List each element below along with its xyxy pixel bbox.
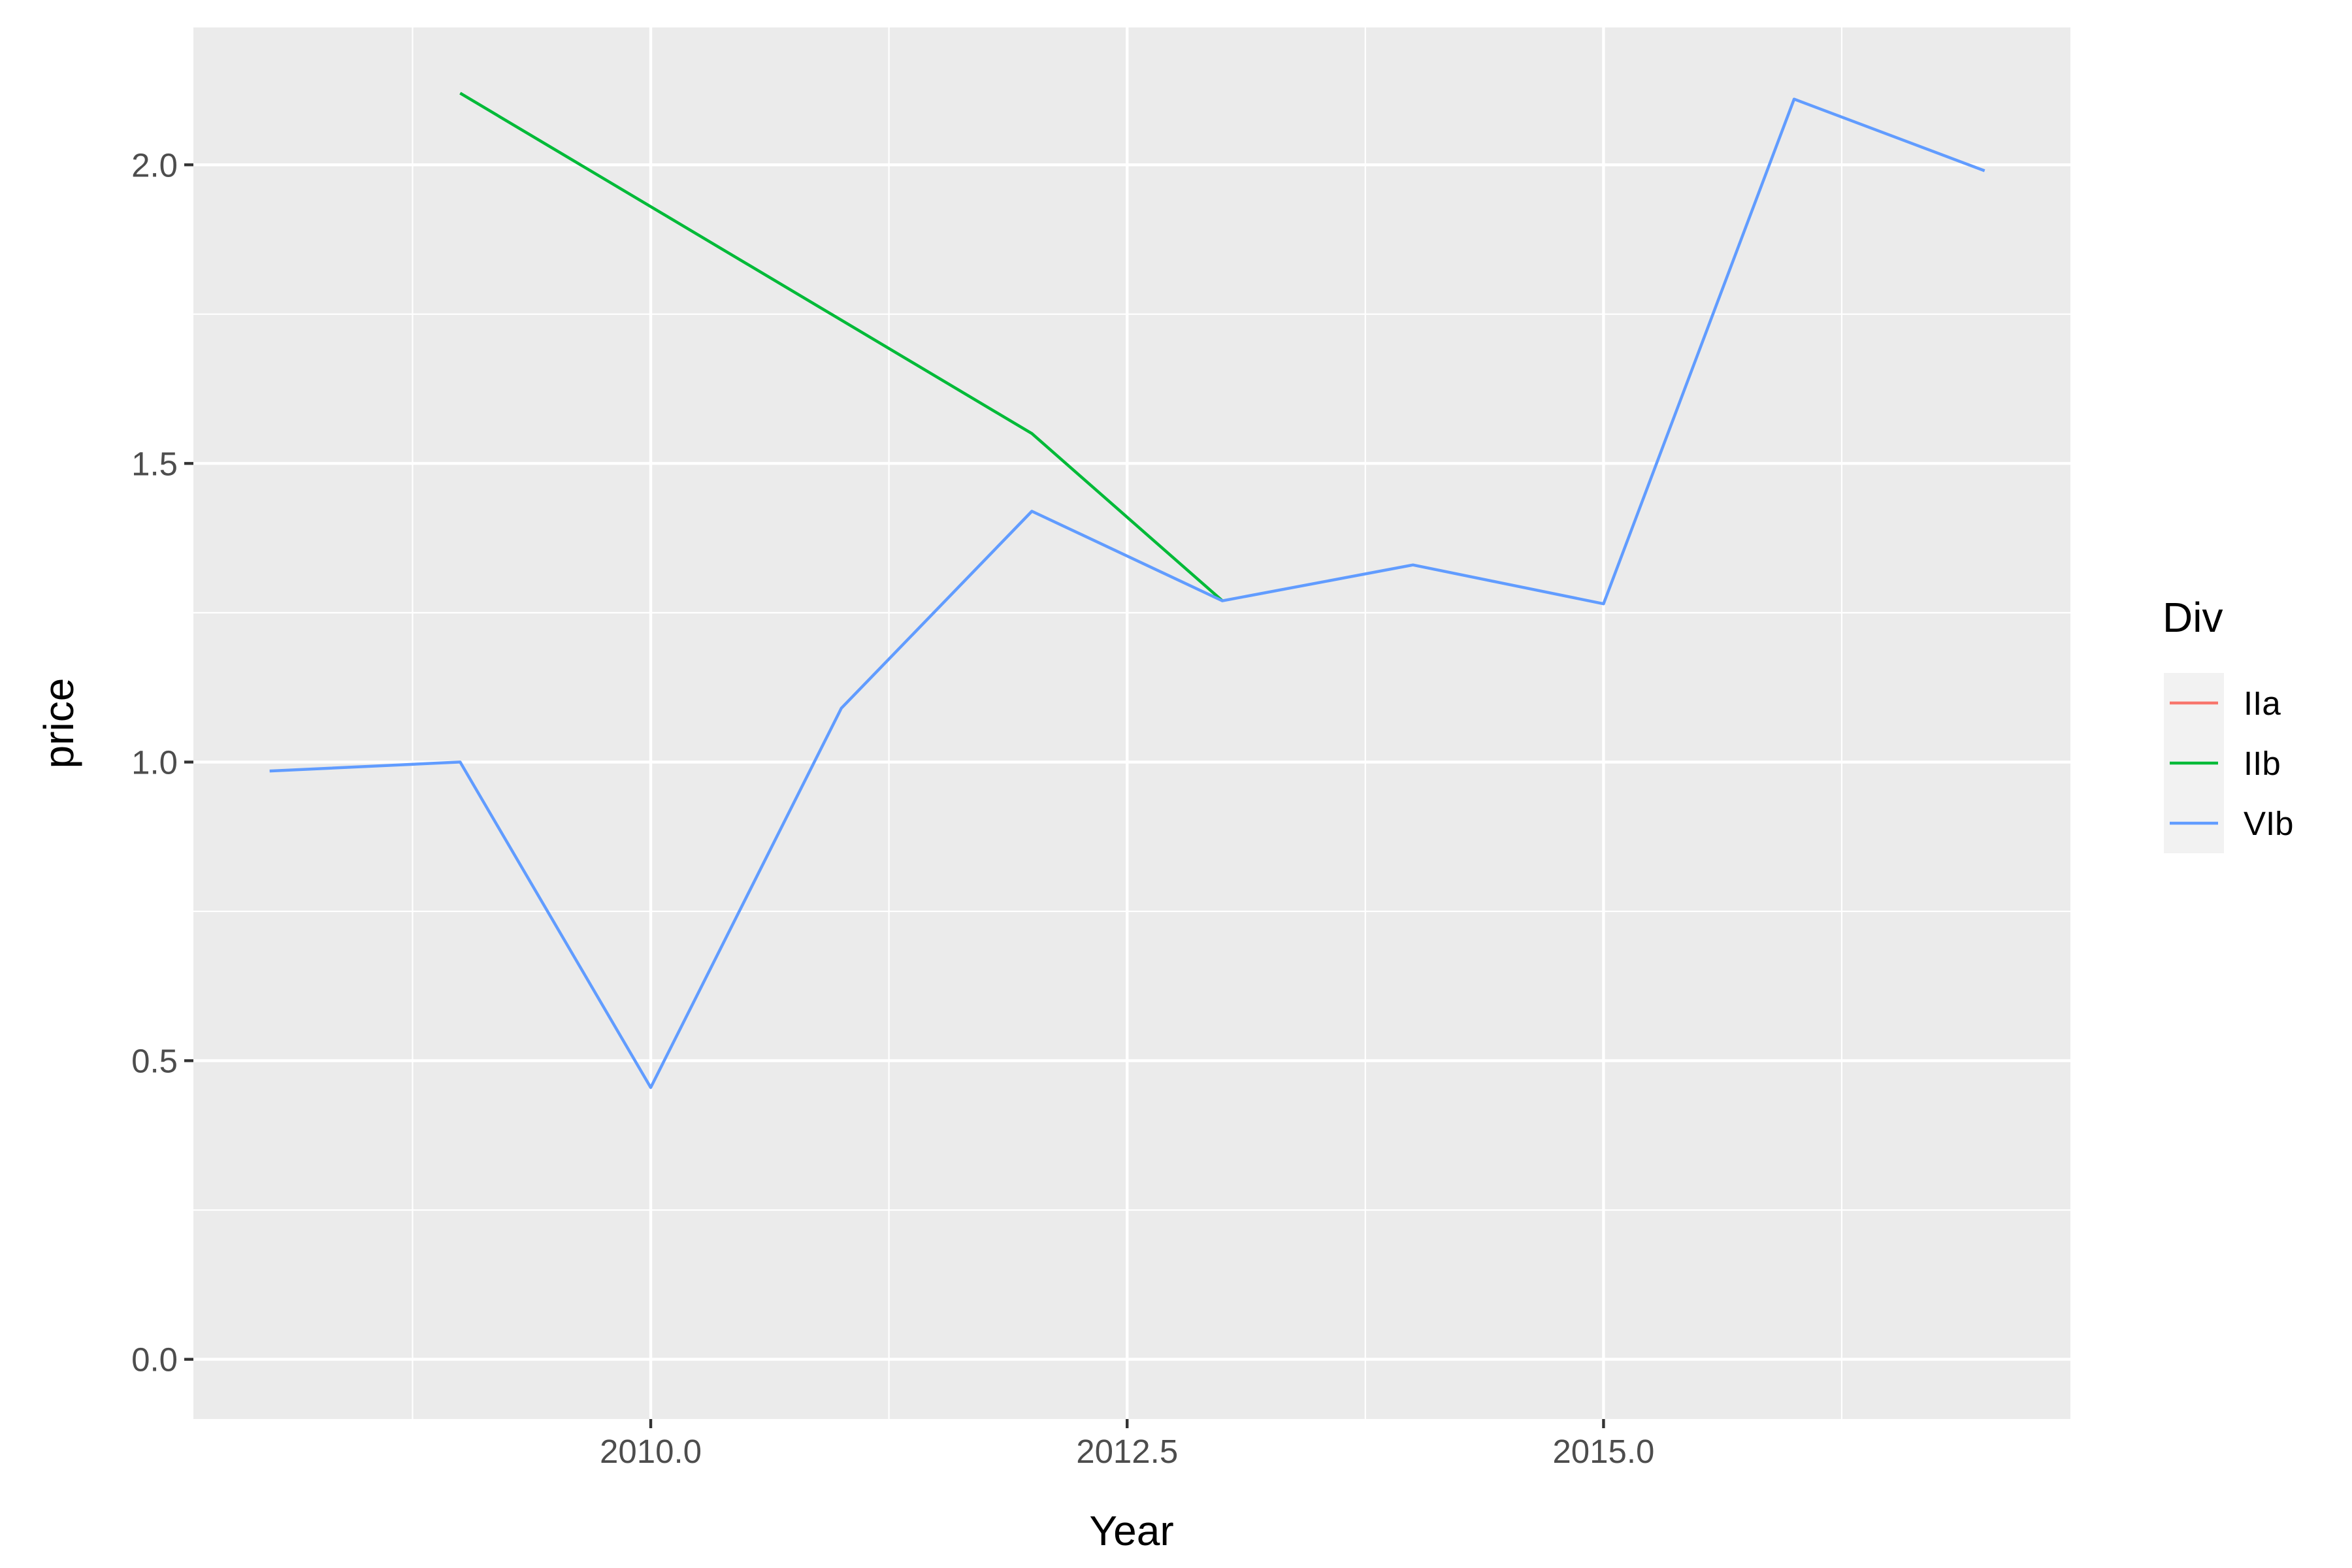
legend-label-vib: VIb — [2244, 805, 2294, 842]
y-tick-label: 0.5 — [131, 1043, 178, 1080]
legend-label-iia: IIa — [2244, 685, 2281, 722]
x-tick-label: 2010.0 — [600, 1433, 702, 1470]
major-gridlines — [193, 27, 2070, 1419]
y-axis: 0.0 0.5 1.0 1.5 2.0 — [131, 146, 193, 1379]
legend: Div IIa IIb VIb — [2163, 594, 2294, 853]
minor-gridlines — [193, 27, 2070, 1419]
y-tick-label: 1.0 — [131, 743, 178, 781]
legend-label-iib: IIb — [2244, 745, 2281, 782]
x-axis-title: Year — [1089, 1507, 1173, 1554]
plot-panel — [193, 27, 2070, 1419]
series-lines — [269, 91, 1985, 1089]
y-tick-label: 2.0 — [131, 146, 178, 184]
y-tick-label: 1.5 — [131, 445, 178, 482]
y-axis-title: price — [35, 678, 82, 769]
legend-title: Div — [2163, 594, 2223, 641]
y-tick-label: 0.0 — [131, 1341, 178, 1379]
x-axis: 2010.0 2012.5 2015.0 — [600, 1419, 1654, 1470]
series-line-vib — [269, 97, 1985, 1089]
x-tick-label: 2012.5 — [1076, 1433, 1178, 1470]
series-line-iib — [459, 91, 1224, 602]
x-tick-label: 2015.0 — [1552, 1433, 1654, 1470]
